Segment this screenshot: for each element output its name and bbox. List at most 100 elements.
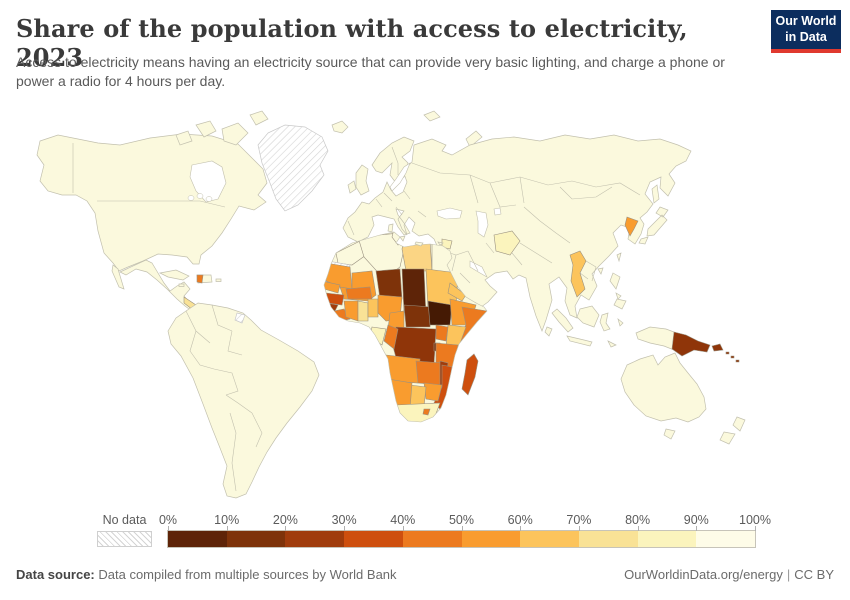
- region-novaya-zemlya: [465, 130, 483, 148]
- map-legend: No data 0% 10% 20% 30% 40% 50% 60% 70% 80% 90% 100…: [0, 511, 850, 553]
- africa-coastline: [323, 231, 488, 423]
- legend-tick-label: 80%: [625, 513, 651, 527]
- legend-bin-50-60%[interactable]: [461, 531, 521, 547]
- legend-bin-60-70%[interactable]: [520, 531, 579, 547]
- legend-tick-mark: [578, 526, 580, 531]
- license-link[interactable]: CC BY: [794, 567, 834, 582]
- country-australia[interactable]: [620, 352, 707, 423]
- legend-tick-label: 100%: [739, 513, 771, 527]
- country-afghanistan[interactable]: [493, 230, 521, 256]
- no-data-label: No data: [102, 513, 147, 527]
- black-sea: [436, 207, 463, 220]
- country-niger[interactable]: [375, 268, 403, 300]
- legend-tick-label: 40%: [390, 513, 416, 527]
- country-morocco[interactable]: [335, 240, 367, 266]
- borders-eurasia: [347, 162, 641, 284]
- country-ireland[interactable]: [347, 180, 357, 194]
- country-madagascar[interactable]: [461, 353, 479, 396]
- country-north-korea[interactable]: [624, 216, 639, 237]
- country-togo-benin[interactable]: [367, 298, 379, 318]
- country-taiwan: [616, 252, 622, 263]
- great-lakes: [187, 193, 213, 202]
- country-cuba[interactable]: [158, 269, 190, 281]
- page-title: Share of the population with access to e…: [16, 14, 688, 72]
- legend-tick-mark: [168, 526, 169, 531]
- region-mediterranean-islands: [387, 223, 444, 247]
- world-map: [0, 103, 850, 503]
- legend-tick-label: 20%: [272, 513, 298, 527]
- border-us-canada: [97, 200, 226, 208]
- region-sakhalin: [651, 184, 660, 204]
- country-burkina-faso[interactable]: [345, 286, 373, 300]
- region-baja-california: [111, 264, 125, 290]
- hudson-bay: [189, 160, 227, 203]
- country-ghana[interactable]: [357, 300, 369, 322]
- legend-tick-mark: [285, 526, 287, 531]
- region-south-america[interactable]: [167, 302, 320, 499]
- country-united-kingdom[interactable]: [355, 164, 370, 196]
- country-jamaica: [178, 283, 185, 287]
- country-uganda[interactable]: [435, 324, 449, 342]
- country-lesotho: [422, 408, 431, 416]
- region-svalbard: [423, 110, 441, 122]
- legend-tick-label: 30%: [331, 513, 357, 527]
- legend-tick-label: 0%: [158, 513, 178, 527]
- legend-bin-20-30%[interactable]: [285, 531, 345, 547]
- legend-tick-mark: [402, 526, 404, 531]
- legend-bin-0-10%[interactable]: [168, 531, 227, 547]
- legend-tick-mark: [696, 526, 698, 531]
- country-south-sudan[interactable]: [427, 300, 453, 326]
- legend-bin-90-100%[interactable]: [696, 531, 756, 547]
- legend-tick-label: 50%: [448, 513, 475, 527]
- region-hainan: [597, 267, 604, 275]
- chart-subtitle: Access to electricity means having an el…: [16, 54, 725, 89]
- aral-sea: [493, 207, 502, 216]
- country-syria[interactable]: [441, 238, 453, 250]
- legend-bin-30-40%[interactable]: [344, 531, 403, 547]
- logo-line1: Our World: [775, 14, 837, 29]
- legend-bin-10-20%[interactable]: [226, 531, 286, 547]
- legend-tick-label: 10%: [214, 513, 240, 527]
- country-philippines[interactable]: [609, 272, 627, 310]
- owid-link[interactable]: OurWorldinData.org/energy: [624, 567, 783, 582]
- region-japan[interactable]: [638, 206, 669, 245]
- country-congo[interactable]: [383, 324, 399, 350]
- country-iceland[interactable]: [331, 120, 349, 134]
- legend-tick-mark: [344, 526, 346, 531]
- country-haiti[interactable]: [196, 274, 204, 284]
- footer-separator: |: [786, 567, 791, 582]
- country-indonesia[interactable]: [551, 305, 624, 348]
- legend-tick-label: 60%: [507, 513, 533, 527]
- caspian-sea: [475, 210, 489, 238]
- country-senegal[interactable]: [322, 280, 341, 294]
- legend-bin-70-80%[interactable]: [578, 531, 638, 547]
- country-myanmar[interactable]: [569, 250, 587, 298]
- country-papua-new-guinea[interactable]: [671, 331, 724, 357]
- country-new-zealand[interactable]: [719, 416, 746, 445]
- region-arctic-islands: [175, 110, 269, 146]
- country-zambia[interactable]: [415, 360, 443, 386]
- data-source-note: Data source: Data compiled from multiple…: [16, 567, 397, 582]
- border-norway-sweden: [391, 146, 399, 175]
- legend-tick-mark: [755, 526, 756, 531]
- legend-bin-40-50%[interactable]: [402, 531, 462, 547]
- country-french-guiana[interactable]: [234, 312, 246, 324]
- legend-color-bar[interactable]: [167, 530, 756, 548]
- no-data-swatch[interactable]: [97, 531, 152, 547]
- persian-gulf: [469, 260, 488, 278]
- country-sri-lanka: [544, 326, 553, 337]
- footer-links: OurWorldinData.org/energy | CC BY: [624, 567, 834, 582]
- legend-bin-80-90%[interactable]: [637, 531, 697, 547]
- owid-logo[interactable]: Our World in Data: [771, 10, 841, 53]
- region-eurasia[interactable]: [342, 134, 692, 332]
- country-central-african-republic[interactable]: [403, 304, 433, 328]
- country-eritrea[interactable]: [447, 282, 467, 302]
- data-source-value: Data compiled from multiple sources by W…: [98, 567, 397, 582]
- borders-south-america: [185, 304, 263, 492]
- region-tasmania: [663, 428, 676, 440]
- legend-tick-label: 90%: [683, 513, 709, 527]
- country-puerto-rico: [215, 278, 222, 282]
- country-greenland[interactable]: [257, 124, 329, 212]
- baltic-sea: [389, 162, 411, 192]
